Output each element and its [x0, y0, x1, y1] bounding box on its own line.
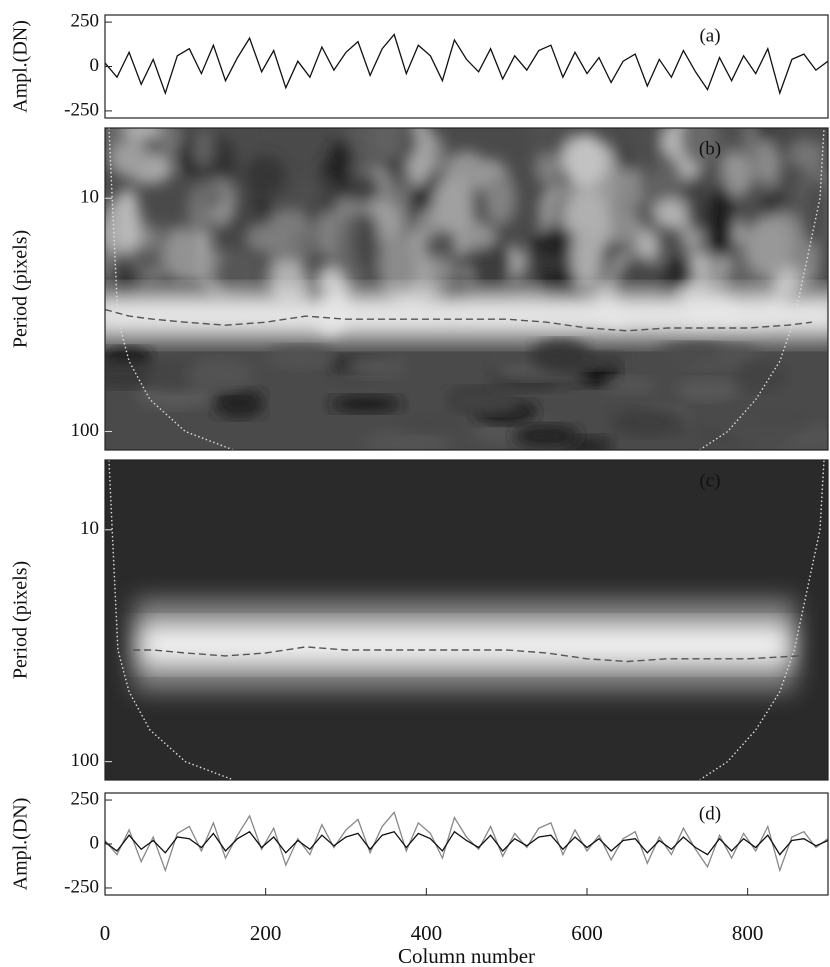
power-blob	[329, 394, 403, 414]
panel-annotation: (d)	[699, 803, 721, 824]
data-line	[105, 33, 828, 96]
power-blob	[722, 401, 800, 425]
power-blob	[120, 128, 165, 142]
power-blob	[700, 158, 725, 194]
power-blob	[604, 375, 656, 395]
x-tick-label: 600	[571, 921, 603, 945]
power-blob	[675, 377, 741, 402]
power-blob	[484, 172, 517, 226]
y-tick-label: -250	[64, 876, 99, 897]
power-blob	[197, 179, 226, 212]
power-blob	[207, 136, 237, 194]
power-blob	[213, 388, 265, 419]
power-blob	[526, 128, 569, 156]
plot-area	[105, 33, 828, 96]
power-blob	[119, 187, 140, 262]
panel-annotation: (a)	[699, 25, 720, 46]
power-blob	[657, 342, 724, 364]
power-blob	[342, 173, 381, 204]
x-tick-label: 400	[411, 921, 443, 945]
power-blob	[680, 128, 717, 166]
x-tick-label: 200	[250, 921, 282, 945]
y-tick-label: 10	[80, 187, 99, 208]
power-blob	[108, 139, 150, 177]
power-blob	[266, 344, 334, 369]
power-blob	[652, 199, 692, 230]
power-blob	[362, 428, 451, 450]
y-axis-label: Period (pixels)	[10, 230, 32, 348]
y-tick-label: 100	[71, 750, 100, 771]
power-blob	[667, 255, 694, 291]
plot-area	[105, 460, 828, 780]
power-blob	[329, 138, 354, 189]
data-line	[105, 308, 812, 332]
plot-area	[105, 128, 828, 450]
power-blob	[246, 225, 280, 251]
power-blob	[244, 155, 286, 196]
y-axis-label: Ampl.(DN)	[10, 20, 32, 113]
y-tick-label: 0	[90, 55, 100, 76]
power-blob	[562, 134, 608, 188]
power-blob	[686, 175, 708, 233]
power-blob	[631, 128, 663, 176]
power-blob	[470, 234, 513, 294]
power-blob	[534, 149, 562, 186]
power-blob	[370, 128, 403, 163]
power-blob	[125, 245, 165, 275]
power-blob	[432, 175, 474, 236]
power-blob	[736, 360, 788, 393]
y-tick-label: 250	[71, 10, 100, 31]
power-blob	[745, 216, 792, 277]
power-blob	[531, 339, 590, 373]
panel: 10 100 (b) Period (pixels)	[10, 127, 829, 451]
power-blob	[447, 388, 523, 415]
power-blob	[192, 129, 214, 168]
power-blob	[157, 128, 182, 156]
data-line	[105, 830, 828, 856]
x-tick-label: 800	[732, 921, 764, 945]
power-blob	[788, 139, 826, 171]
power-blob	[706, 185, 736, 260]
data-line	[108, 460, 825, 780]
power-blob	[512, 424, 581, 448]
data-line	[108, 128, 825, 450]
power-band	[105, 293, 828, 338]
x-axis-label: Column number	[398, 944, 535, 967]
panel-annotation: (c)	[699, 470, 720, 491]
power-blob	[570, 224, 603, 289]
data-line	[105, 810, 828, 873]
power-blob	[214, 248, 263, 301]
power-blob	[163, 227, 203, 282]
y-tick-label: -250	[64, 99, 99, 120]
data-line	[133, 646, 800, 663]
power-blob	[317, 178, 339, 215]
power-blob	[532, 228, 579, 257]
y-tick-label: 10	[80, 518, 99, 539]
y-tick-label: 250	[71, 788, 100, 809]
power-blob	[397, 414, 459, 434]
power-blob	[186, 358, 254, 392]
power-blob	[610, 407, 687, 437]
panel: 10 100 (c) Period (pixels)	[10, 459, 829, 781]
plot-area	[105, 810, 828, 873]
y-tick-label: 100	[71, 420, 100, 441]
power-blob	[457, 222, 497, 249]
power-blob	[352, 211, 380, 274]
y-axis-label: Ampl.(DN)	[10, 798, 32, 891]
power-blob	[345, 354, 405, 379]
power-blob	[105, 128, 120, 148]
panel: 250 0 -250 (a) Ampl.(DN)	[10, 10, 829, 120]
panel-frame	[104, 459, 829, 781]
power-blob	[293, 231, 314, 262]
panel-annotation: (b)	[699, 138, 721, 159]
y-axis-label: Period (pixels)	[10, 561, 32, 679]
y-tick-label: 0	[90, 832, 100, 853]
x-tick-label: 0	[100, 921, 111, 945]
panel-frame	[104, 127, 829, 451]
power-blob	[378, 233, 418, 300]
panel: 250 0 -250 0 200 400 600 800 (d) Ampl.(DN) Column …	[10, 788, 829, 967]
